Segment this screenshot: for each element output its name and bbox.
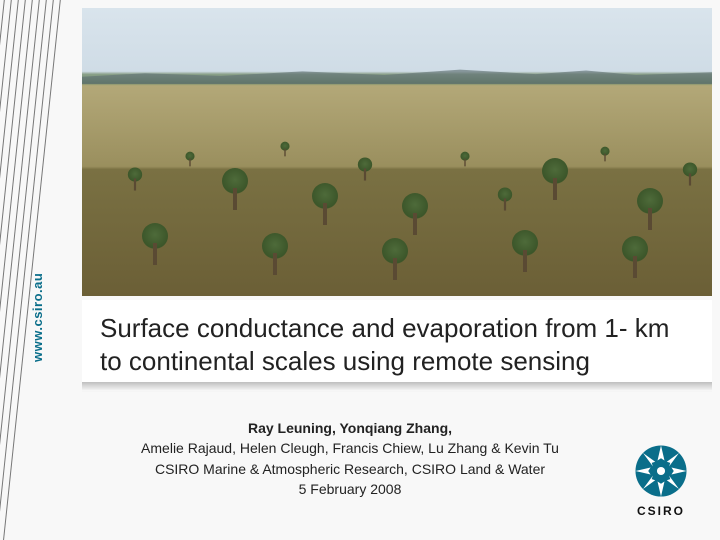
- authors-lead: Ray Leuning, Yonqiang Zhang,: [110, 418, 590, 438]
- tree: [512, 230, 538, 272]
- tree: [222, 168, 248, 210]
- tree: [637, 188, 663, 230]
- tree: [358, 157, 372, 180]
- tree: [262, 233, 288, 275]
- csiro-logo: CSIRO: [624, 442, 698, 518]
- tree: [142, 223, 168, 265]
- website-url: www.csiro.au: [30, 273, 45, 362]
- tree: [622, 236, 648, 278]
- diagonal-lines-decor: [0, 0, 90, 540]
- title-shadow: [82, 382, 712, 392]
- tree: [460, 152, 469, 167]
- csiro-logo-icon: [632, 442, 690, 500]
- affiliation: CSIRO Marine & Atmospheric Research, CSI…: [110, 459, 590, 479]
- tree: [498, 187, 512, 210]
- slide-title: Surface conductance and evaporation from…: [100, 312, 694, 377]
- tree: [382, 238, 408, 280]
- slide: www.csiro.au Surface conductance and eva…: [0, 0, 720, 540]
- tree: [128, 167, 142, 190]
- tree: [402, 193, 428, 235]
- presentation-date: 5 February 2008: [110, 479, 590, 499]
- title-band: Surface conductance and evaporation from…: [82, 300, 712, 391]
- tree: [312, 183, 338, 225]
- authors-rest: Amelie Rajaud, Helen Cleugh, Francis Chi…: [110, 438, 590, 458]
- csiro-logo-label: CSIRO: [624, 504, 698, 518]
- hero-photo-savanna: [82, 8, 712, 296]
- tree: [280, 142, 289, 157]
- distant-ridge: [82, 66, 712, 84]
- authors-block: Ray Leuning, Yonqiang Zhang, Amelie Raja…: [110, 418, 590, 499]
- tree: [600, 147, 609, 162]
- tree: [542, 158, 568, 200]
- tree: [185, 152, 194, 167]
- tree: [683, 162, 697, 185]
